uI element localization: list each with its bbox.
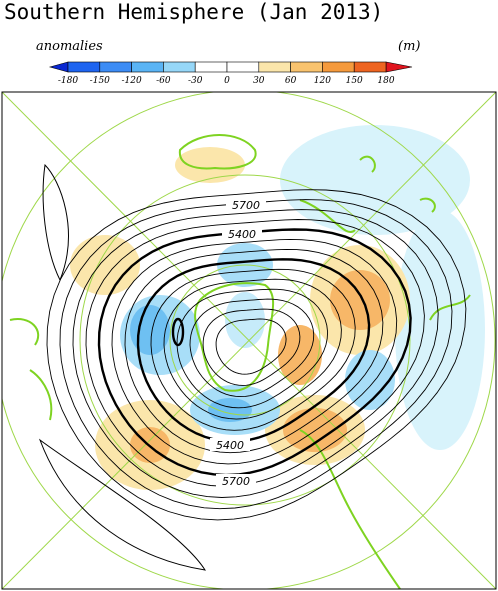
colorbar-box: [99, 61, 132, 73]
height-contour: [202, 308, 301, 386]
height-contour: [38, 438, 207, 571]
height-contour: [46, 189, 467, 521]
colorbar-label: -30: [188, 76, 203, 86]
colorbar-box: [194, 61, 228, 73]
label-bg: [226, 198, 266, 211]
colorbar-label: 120: [314, 76, 331, 86]
height-contour: [124, 248, 384, 454]
colorbar-label: -60: [156, 76, 171, 86]
colorbar-label: 0: [224, 76, 230, 86]
colorbar-label: -120: [121, 76, 141, 86]
colorbar: -180 -150 -120 -60 -30 0 30 60 120 150 180: [48, 61, 413, 86]
height-contour: [150, 268, 356, 431]
label-bg: [216, 474, 256, 487]
colorbar-box: [290, 61, 323, 73]
colorbar-box: [226, 61, 260, 73]
height-contour: [42, 163, 69, 282]
colorbar-box: [67, 61, 101, 73]
label-bg: [222, 227, 262, 240]
colorbar-box: [322, 61, 355, 73]
colorbar-label: 30: [253, 76, 265, 86]
height-contour: [59, 199, 453, 510]
height-contour: [171, 317, 185, 347]
height-contour: [72, 209, 439, 498]
colorbar-box: [131, 61, 164, 73]
colorbar-label: 60: [285, 76, 297, 86]
contour-label: 5700: [232, 199, 260, 212]
colorbar-label: 150: [346, 76, 363, 86]
colorbar-label: -180: [58, 76, 78, 86]
map-grid: [2, 92, 496, 589]
colorbar-box: [353, 61, 387, 73]
contour-label: 5700: [222, 475, 250, 488]
units-left: anomalies: [36, 39, 103, 54]
height-contour: [163, 278, 342, 420]
contour-label: 5400: [216, 439, 244, 452]
height-contour: [136, 258, 371, 443]
colorbar-end: [385, 61, 413, 73]
colorbar-label: -150: [90, 76, 110, 86]
colorbar-box: [163, 61, 196, 73]
contour-label: 5400: [228, 228, 256, 241]
label-bg: [210, 438, 250, 451]
colorbar-label: 180: [377, 76, 394, 86]
map: 5700 5400 5400 5700: [2, 92, 496, 589]
colorbar-end: [48, 61, 69, 73]
height-contours: [46, 189, 467, 521]
height-contour: [189, 298, 315, 398]
units-right: (m): [398, 39, 420, 54]
height-contour: [215, 318, 287, 375]
height-contour: [97, 228, 412, 477]
height-contour: [85, 219, 425, 487]
colorbar-box: [258, 61, 291, 73]
height-contour: [111, 238, 398, 465]
map-frame: [1, 91, 497, 590]
title: Southern Hemisphere (Jan 2013): [4, 0, 383, 24]
